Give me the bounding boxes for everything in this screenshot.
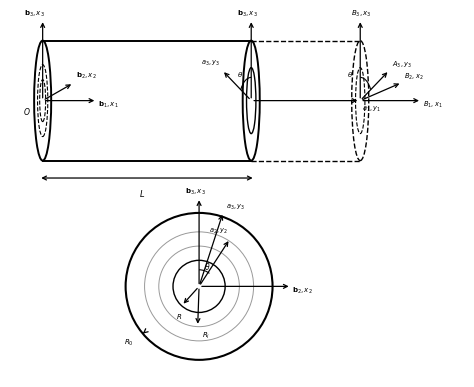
Text: $R_i$: $R_i$ (202, 330, 210, 341)
Text: $\mathbf{b}_2,x_2$: $\mathbf{b}_2,x_2$ (76, 71, 97, 81)
Text: $R_0$: $R_0$ (124, 337, 133, 348)
Text: $a_3,y_3$: $a_3,y_3$ (226, 203, 245, 212)
Text: $R$: $R$ (176, 312, 182, 320)
Text: $B_1,x_1$: $B_1,x_1$ (423, 99, 442, 110)
Text: $\mathbf{b}_3,x_3$: $\mathbf{b}_3,x_3$ (24, 9, 45, 19)
Text: $a_1,y_1$: $a_1,y_1$ (362, 105, 381, 115)
Text: $\mathbf{b}_3,x_3$: $\mathbf{b}_3,x_3$ (237, 9, 258, 19)
Text: $A_3,y_3$: $A_3,y_3$ (392, 60, 412, 70)
Text: $\theta$: $\theta$ (204, 261, 210, 272)
Text: $B_2,x_2$: $B_2,x_2$ (404, 72, 423, 82)
Text: $a_3,y_3$: $a_3,y_3$ (201, 59, 219, 68)
Text: $L$: $L$ (139, 188, 145, 199)
Text: $O$: $O$ (23, 106, 31, 117)
Text: $\mathbf{b}_1,x_1$: $\mathbf{b}_1,x_1$ (98, 99, 119, 110)
Text: $\mathbf{b}_2,x_2$: $\mathbf{b}_2,x_2$ (292, 286, 313, 296)
Text: $\theta$: $\theta$ (237, 70, 243, 79)
Text: $\mathbf{b}_3,x_3$: $\mathbf{b}_3,x_3$ (185, 187, 206, 197)
Text: $\theta$: $\theta$ (347, 70, 353, 79)
Text: $B_3,x_3$: $B_3,x_3$ (351, 9, 371, 19)
Text: $a_2,y_2$: $a_2,y_2$ (209, 227, 228, 236)
